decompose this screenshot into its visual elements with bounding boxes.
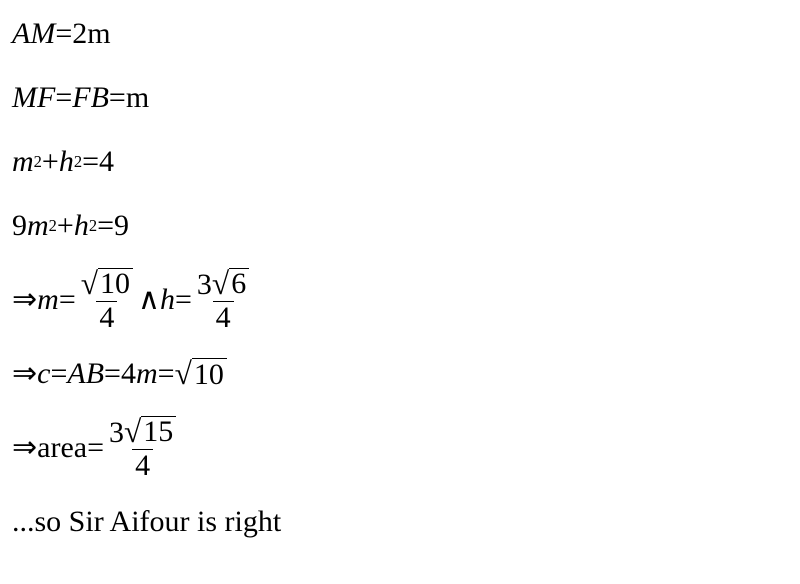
- line-6: ⇒ c = AB = 4 m = √ 10: [12, 348, 788, 400]
- line-2: MF = FB = m: [12, 72, 788, 124]
- line-7: ⇒ area = 3 √ 15 4: [12, 412, 788, 484]
- surd-icon: √: [212, 268, 229, 300]
- var-c: c: [37, 359, 50, 389]
- plus: +: [42, 147, 59, 177]
- conclusion-text: ...so Sir Aifour is right: [12, 507, 281, 537]
- numerator: 3 √ 15: [106, 416, 179, 449]
- sqrt-icon: √ 10: [81, 268, 133, 300]
- eq: =: [82, 147, 99, 177]
- var-AB: AB: [67, 359, 104, 389]
- radicand: 6: [229, 268, 249, 300]
- var-AM: AM: [12, 19, 55, 49]
- num-4: 4: [99, 147, 114, 177]
- sqrt-icon: √ 15: [124, 416, 176, 448]
- and-op: ∧: [138, 285, 160, 315]
- line-3: m 2 + h 2 = 4: [12, 136, 788, 188]
- eq: =: [97, 211, 114, 241]
- eq: =: [59, 285, 76, 315]
- num-9: 9: [114, 211, 129, 241]
- plus: +: [57, 211, 74, 241]
- numerator: 3 √ 6: [194, 268, 252, 301]
- eq: =: [50, 359, 67, 389]
- numerator: √ 10: [78, 268, 136, 301]
- line-4: 9 m 2 + h 2 = 9: [12, 200, 788, 252]
- eq: =: [55, 83, 72, 113]
- var-h: h: [59, 147, 74, 177]
- unit-m: m: [87, 19, 110, 49]
- area-label: area: [37, 433, 87, 463]
- eq: =: [55, 19, 72, 49]
- coef-3: 3: [197, 268, 212, 301]
- var-m: m: [27, 211, 49, 241]
- num-2: 2: [72, 19, 87, 49]
- denominator: 4: [96, 301, 117, 333]
- var-h: h: [160, 285, 175, 315]
- eq: =: [175, 285, 192, 315]
- coef-3: 3: [109, 416, 124, 449]
- var-MF: MF: [12, 83, 55, 113]
- var-FB: FB: [72, 83, 109, 113]
- surd-icon: √: [124, 416, 141, 448]
- surd-icon: √: [175, 358, 192, 390]
- arrow: ⇒: [12, 359, 37, 389]
- line-8: ...so Sir Aifour is right: [12, 496, 788, 548]
- sqrt-icon: √ 10: [175, 358, 227, 390]
- eq: =: [158, 359, 175, 389]
- radicand: 15: [141, 416, 176, 448]
- arrow: ⇒: [12, 433, 37, 463]
- line-1: AM = 2 m: [12, 8, 788, 60]
- var-m: m: [136, 359, 158, 389]
- fraction-3: 3 √ 15 4: [106, 416, 179, 481]
- eq: =: [109, 83, 126, 113]
- surd-icon: √: [81, 268, 98, 300]
- denominator: 4: [213, 301, 234, 333]
- fraction-2: 3 √ 6 4: [194, 268, 252, 333]
- radicand: 10: [192, 358, 227, 390]
- line-5: ⇒ m = √ 10 4 ∧ h = 3 √ 6 4: [12, 264, 788, 336]
- var-m: m: [12, 147, 34, 177]
- fraction-1: √ 10 4: [78, 268, 136, 333]
- var-h: h: [74, 211, 89, 241]
- unit-m: m: [126, 83, 149, 113]
- arrow: ⇒: [12, 285, 37, 315]
- num-4: 4: [121, 359, 136, 389]
- denominator: 4: [132, 449, 153, 481]
- radicand: 10: [98, 268, 133, 300]
- eq: =: [104, 359, 121, 389]
- sqrt-icon: √ 6: [212, 268, 249, 300]
- var-m: m: [37, 285, 59, 315]
- eq: =: [87, 433, 104, 463]
- num-9: 9: [12, 211, 27, 241]
